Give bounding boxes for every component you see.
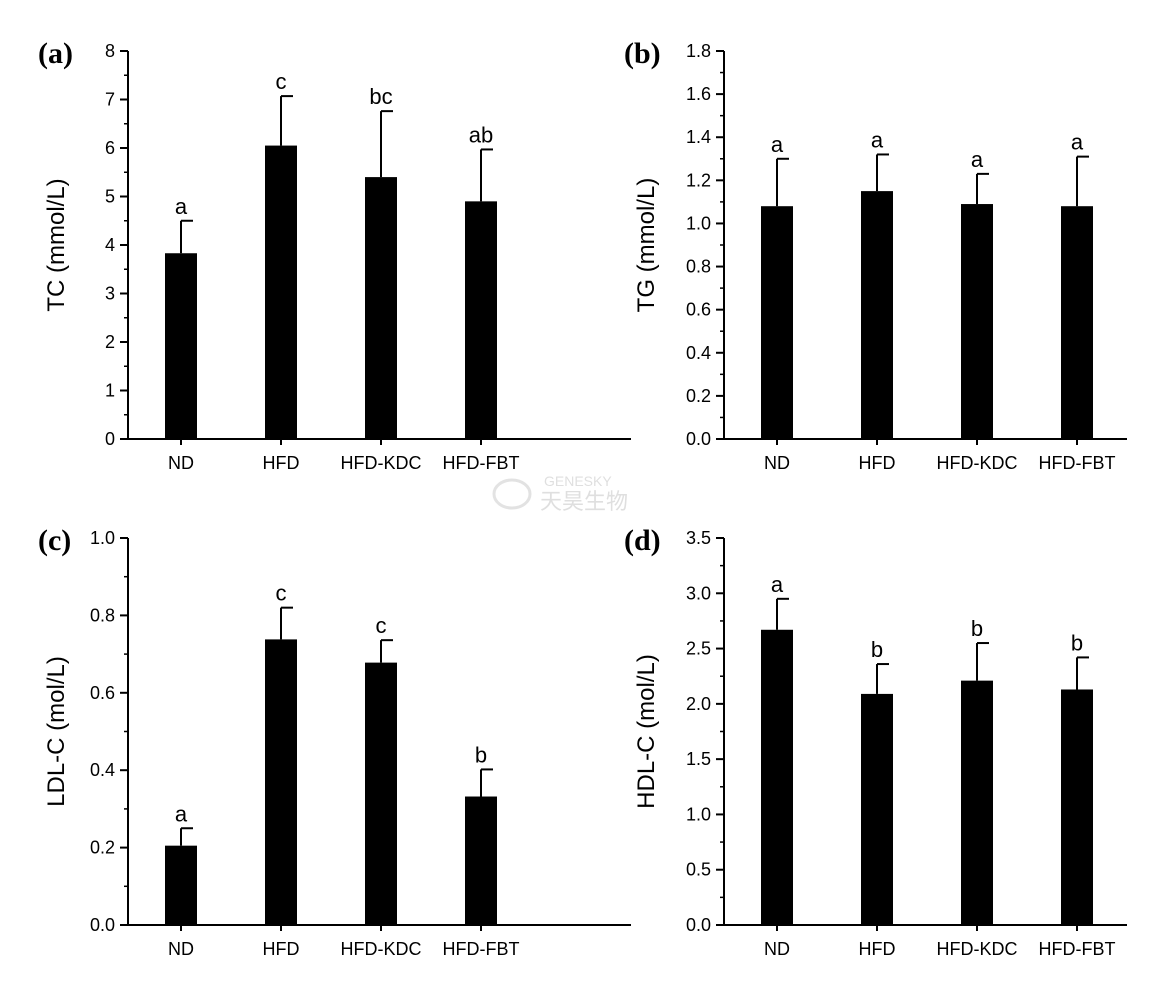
significance-label: ab — [469, 122, 493, 147]
y-tick-label: 1.5 — [686, 749, 711, 769]
significance-label: bc — [369, 84, 392, 109]
bar — [861, 191, 893, 439]
x-tick-label: ND — [764, 939, 790, 959]
bar — [961, 680, 993, 925]
y-tick-label: 0.0 — [90, 915, 115, 935]
significance-label: a — [771, 132, 784, 157]
x-tick-label: ND — [168, 453, 194, 473]
x-tick-label: HFD-FBT — [443, 939, 520, 959]
x-tick-label: HFD — [263, 939, 300, 959]
panel-label: (a) — [38, 37, 73, 70]
y-tick-label: 0.6 — [686, 300, 711, 320]
panel-label: (b) — [624, 37, 661, 70]
significance-label: c — [276, 69, 287, 94]
bar — [961, 204, 993, 439]
x-tick-label: HFD — [859, 453, 896, 473]
y-tick-label: 1.4 — [686, 127, 711, 147]
y-tick-label: 3 — [105, 284, 115, 304]
y-tick-label: 1 — [105, 381, 115, 401]
y-tick-label: 0.4 — [90, 760, 115, 780]
bar — [465, 201, 497, 439]
significance-label: c — [376, 613, 387, 638]
y-tick-label: 7 — [105, 90, 115, 110]
y-tick-label: 2.0 — [686, 694, 711, 714]
x-tick-label: HFD-KDC — [937, 939, 1018, 959]
watermark-brand: GENESKY — [544, 473, 612, 489]
y-tick-label: 6 — [105, 138, 115, 158]
y-tick-label: 1.6 — [686, 84, 711, 104]
y-tick-label: 1.0 — [90, 528, 115, 548]
significance-label: a — [971, 147, 984, 172]
bar — [861, 693, 893, 925]
bar — [265, 639, 297, 925]
y-tick-label: 0.0 — [686, 429, 711, 449]
significance-label: b — [871, 637, 883, 662]
significance-label: b — [971, 616, 983, 641]
x-tick-label: ND — [168, 939, 194, 959]
x-tick-label: HFD-KDC — [341, 453, 422, 473]
panel-label: (d) — [624, 524, 661, 557]
bar — [165, 253, 197, 439]
chart-panel: 0.0 0.2 0.4 0.6 0.8 1.0 1.2 1.4 1.6 1.8 a ND a HFD a HF… — [624, 37, 1127, 473]
watermark: GENESKY 天昊生物 — [492, 473, 628, 514]
y-tick-label: 0.5 — [686, 860, 711, 880]
y-tick-label: 3.5 — [686, 528, 711, 548]
y-tick-label: 4 — [105, 235, 115, 255]
x-tick-label: HFD-FBT — [1039, 939, 1116, 959]
significance-label: b — [1071, 630, 1083, 655]
bar — [365, 662, 397, 925]
bar — [1061, 689, 1093, 925]
y-tick-label: 1.8 — [686, 41, 711, 61]
x-tick-label: HFD — [859, 939, 896, 959]
y-tick-label: 0 — [105, 429, 115, 449]
significance-label: a — [1071, 130, 1084, 155]
y-tick-label: 2.5 — [686, 639, 711, 659]
y-axis-title: TG (mmol/L) — [633, 178, 660, 313]
x-tick-label: HFD — [263, 453, 300, 473]
x-tick-label: HFD-FBT — [443, 453, 520, 473]
bar — [165, 845, 197, 925]
bar — [265, 145, 297, 439]
bar — [465, 796, 497, 925]
y-tick-label: 0.8 — [686, 257, 711, 277]
x-tick-label: HFD-KDC — [937, 453, 1018, 473]
y-tick-label: 0.2 — [686, 386, 711, 406]
x-tick-label: HFD-KDC — [341, 939, 422, 959]
y-tick-label: 1.0 — [686, 213, 711, 233]
y-tick-label: 5 — [105, 187, 115, 207]
watermark-cn: 天昊生物 — [540, 489, 628, 514]
y-tick-label: 0.8 — [90, 605, 115, 625]
y-tick-label: 0.4 — [686, 343, 711, 363]
chart-panel: 0 1 2 3 4 5 6 7 8 a ND c HFD bc HFD-KDC ab HFD-FBT TC (mm… — [38, 37, 631, 473]
significance-label: b — [475, 742, 487, 767]
y-tick-label: 1.2 — [686, 170, 711, 190]
y-axis-title: TC (mmol/L) — [43, 178, 70, 311]
significance-label: a — [771, 572, 784, 597]
panel-label: (c) — [38, 524, 71, 557]
chart-panel: 0.0 0.2 0.4 0.6 0.8 1.0 a ND c HFD c HFD-KDC b HFD-FB… — [38, 524, 631, 959]
significance-label: a — [175, 194, 188, 219]
significance-label: a — [871, 127, 884, 152]
bar — [761, 206, 793, 439]
chart-panel: 0.0 0.5 1.0 1.5 2.0 2.5 3.0 3.5 a ND b HFD b HFD-KDC b… — [624, 524, 1127, 959]
x-tick-label: ND — [764, 453, 790, 473]
y-tick-label: 0.6 — [90, 683, 115, 703]
y-tick-label: 0.0 — [686, 915, 711, 935]
y-axis-title: HDL-C (mol/L) — [633, 654, 660, 809]
y-axis-title: LDL-C (mol/L) — [43, 656, 70, 807]
y-tick-label: 1.0 — [686, 804, 711, 824]
significance-label: c — [276, 581, 287, 606]
bar — [1061, 206, 1093, 439]
y-tick-label: 0.2 — [90, 838, 115, 858]
watermark-logo-icon — [492, 478, 532, 510]
y-tick-label: 2 — [105, 332, 115, 352]
significance-label: a — [175, 801, 188, 826]
bar — [365, 177, 397, 439]
y-tick-label: 8 — [105, 41, 115, 61]
x-tick-label: HFD-FBT — [1039, 453, 1116, 473]
bar — [761, 629, 793, 925]
y-tick-label: 3.0 — [686, 583, 711, 603]
